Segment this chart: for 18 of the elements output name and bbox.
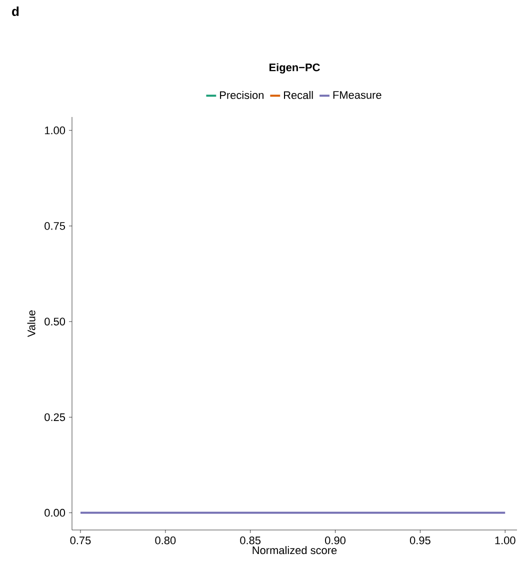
- x-tick-label: 0.95: [410, 536, 430, 544]
- x-tick-label: 0.85: [240, 536, 261, 544]
- x-tick-label: 0.80: [155, 536, 176, 544]
- x-axis-title: Normalized score: [252, 546, 337, 554]
- y-tick-label: 0.75: [44, 222, 66, 230]
- x-tick-label: 1.00: [495, 536, 516, 544]
- y-tick-label: 1.00: [44, 126, 66, 134]
- x-tick-label: 0.75: [70, 536, 91, 544]
- y-tick-label: 0.50: [44, 318, 66, 326]
- y-axis-title: Value: [27, 310, 36, 338]
- x-tick-label: 0.90: [325, 536, 346, 544]
- legend-label: FMeasure: [333, 91, 382, 99]
- y-tick-label: 0.25: [44, 413, 66, 422]
- legend-label: Precision: [220, 90, 264, 100]
- text: d: [12, 6, 19, 16]
- chart-title: Eigen−PC: [270, 63, 320, 74]
- y-tick-label: 0.00: [44, 508, 66, 517]
- legend-label: Recall: [284, 90, 313, 100]
